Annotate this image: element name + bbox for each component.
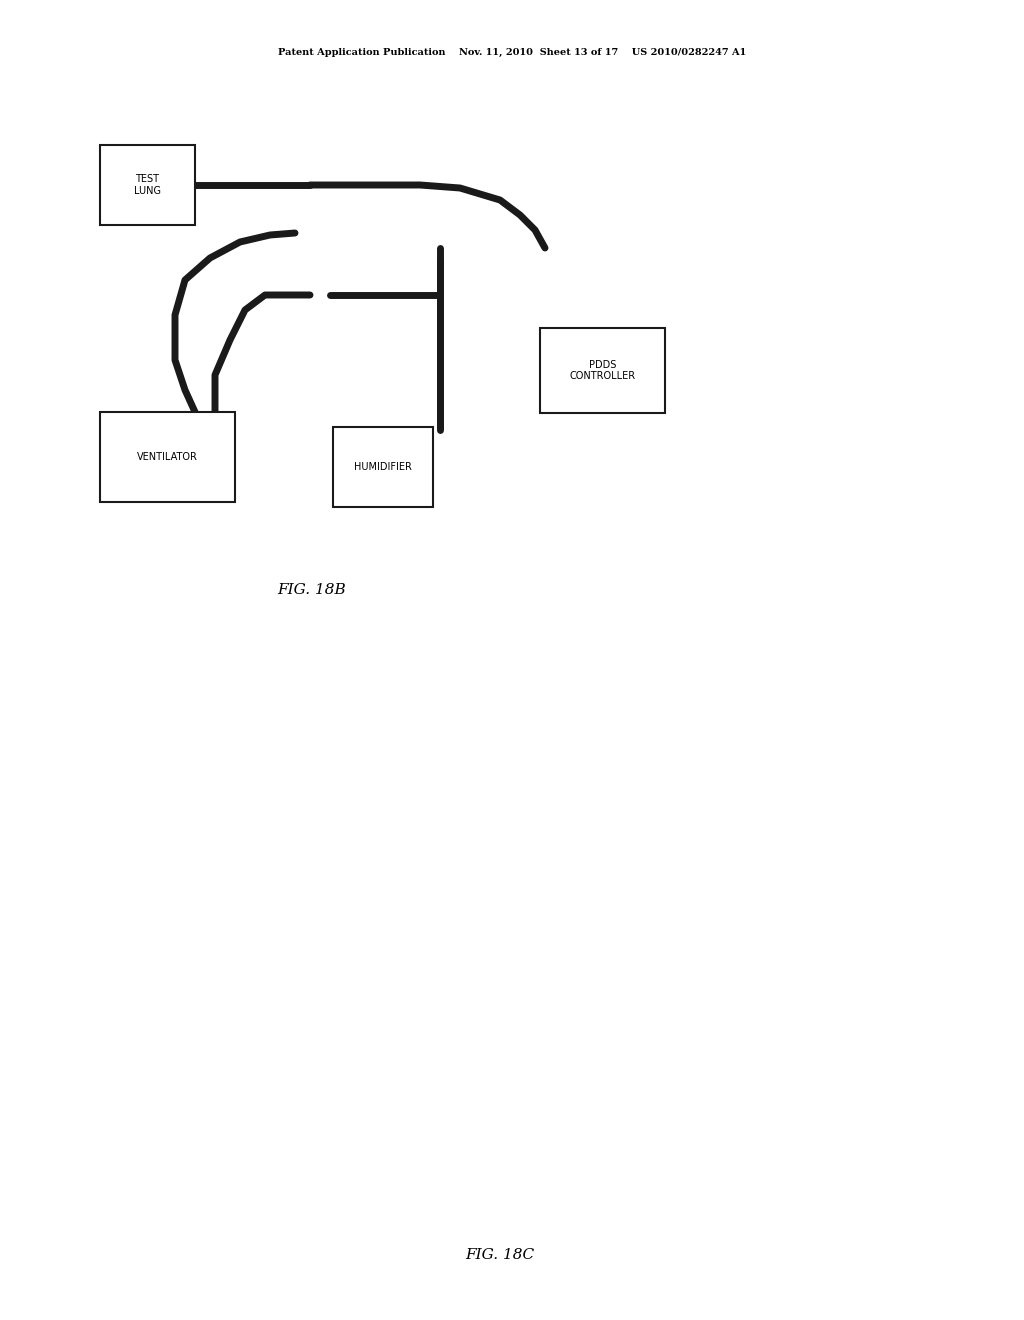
Bar [100,145,195,224]
Bar [333,426,433,507]
Bar [540,327,665,413]
Text: FIG. 18C: FIG. 18C [466,1247,535,1262]
Text: TEST
LUNG: TEST LUNG [134,174,161,195]
Bar [100,412,234,502]
Text: HUMIDIFIER: HUMIDIFIER [354,462,412,473]
Text: PDDS
CONTROLLER: PDDS CONTROLLER [569,360,636,381]
Text: VENTILATOR: VENTILATOR [137,451,198,462]
Text: Patent Application Publication    Nov. 11, 2010  Sheet 13 of 17    US 2010/02822: Patent Application Publication Nov. 11, … [278,48,746,57]
Text: FIG. 18B: FIG. 18B [278,583,346,597]
